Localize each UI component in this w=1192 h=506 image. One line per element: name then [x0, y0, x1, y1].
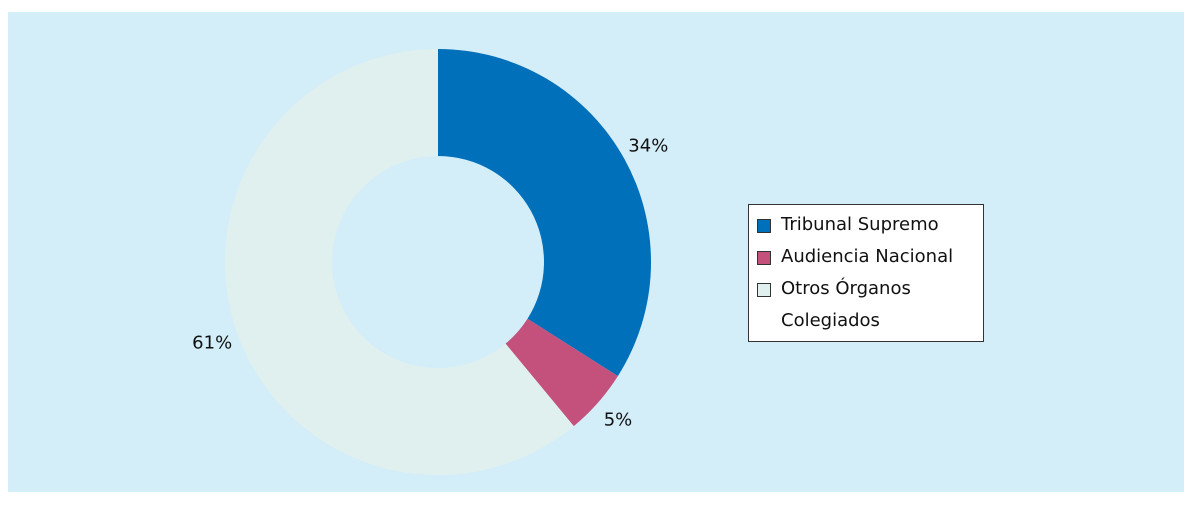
data-label: 34%	[628, 135, 668, 156]
donut-segment	[505, 318, 618, 427]
donut-segment	[225, 49, 574, 475]
donut-segment	[438, 49, 651, 377]
legend-label: Audiencia Nacional	[781, 246, 954, 267]
legend-swatch	[757, 219, 771, 233]
legend-item: Audiencia Nacional	[755, 241, 977, 273]
legend-label: Tribunal Supremo	[781, 214, 939, 235]
legend-item: Otros Órganos Colegiados	[755, 273, 977, 337]
data-label: 61%	[192, 332, 232, 353]
data-label: 5%	[604, 410, 633, 431]
legend-label: Otros Órganos Colegiados	[781, 278, 911, 331]
legend: Tribunal Supremo Audiencia Nacional Otros …	[748, 204, 984, 342]
legend-item: Tribunal Supremo	[755, 209, 977, 241]
legend-swatch	[757, 251, 771, 265]
legend-swatch	[757, 283, 771, 297]
